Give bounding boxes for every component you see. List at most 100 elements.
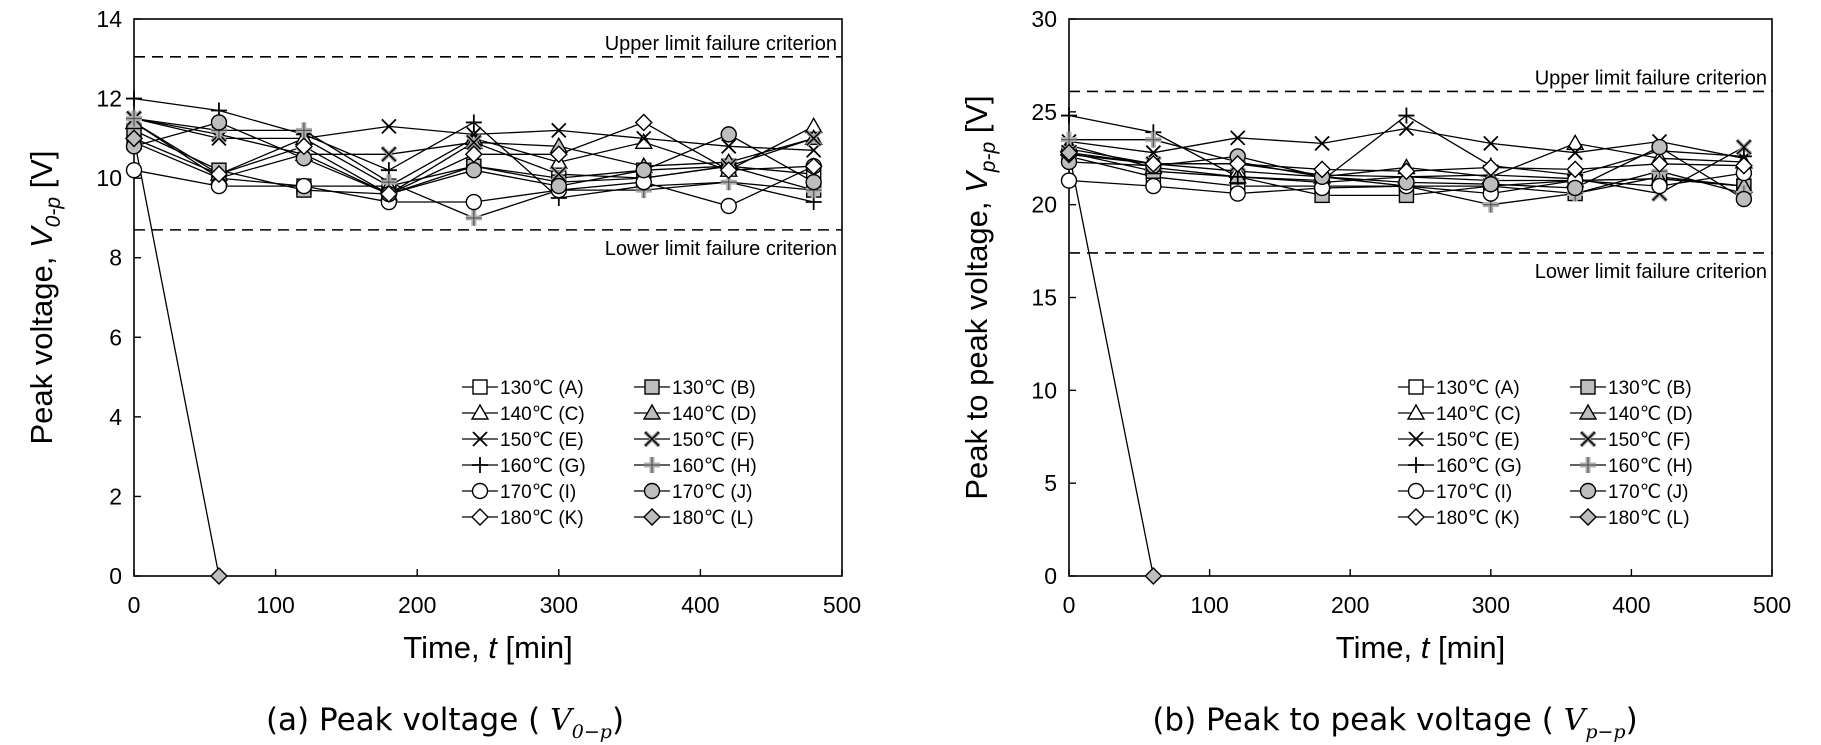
x-axis-label-unit: [min] [497, 630, 573, 665]
y-axis-label-text: Peak voltage, [24, 248, 59, 444]
data-point [549, 145, 568, 164]
data-point [1736, 139, 1752, 155]
data-point [1228, 154, 1247, 173]
series-line [1068, 152, 1155, 577]
y-axis-label-unit: [V] [24, 150, 59, 197]
y-axis-label-unit: [V] [959, 95, 994, 142]
x-axis-label-symbol: t [1421, 630, 1431, 665]
data-point [1482, 176, 1500, 193]
data-point [804, 157, 823, 176]
legend-entry: 170℃ (J) [1608, 482, 1688, 503]
data-point [295, 122, 312, 139]
legend-entry: 150℃ (E) [500, 430, 584, 451]
legend-marker [1580, 431, 1596, 447]
data-point [636, 130, 652, 146]
data-point [551, 166, 567, 182]
caption-symbol: V [1564, 703, 1589, 738]
criterion-label: Lower limit failure criterion [605, 238, 837, 260]
caption: (b) Peak to peak voltage ( Vp−p) [1152, 702, 1637, 743]
legend-marker [1407, 482, 1425, 500]
legend-entry: 130℃ (A) [1436, 378, 1520, 399]
y-axis-label-text: Peak to peak voltage, [959, 193, 994, 500]
series-line [1068, 127, 1745, 159]
legend-entry: 170℃ (I) [500, 482, 576, 503]
criterion-label: Upper limit failure criterion [605, 33, 837, 55]
data-point [1567, 145, 1583, 161]
legend-entry: 150℃ (F) [1608, 430, 1691, 451]
plot-frame [133, 18, 843, 577]
x-tick-label: 500 [1753, 592, 1791, 618]
x-tick-label: 100 [256, 592, 294, 618]
data-point [805, 173, 822, 191]
data-point [1483, 135, 1499, 152]
data-point [381, 118, 397, 135]
data-point [1735, 190, 1753, 208]
legend-marker [1580, 379, 1596, 395]
data-point [1060, 143, 1078, 162]
x-axis-label: Time, t [min] [1336, 630, 1505, 665]
data-point [1144, 154, 1163, 173]
x-tick-label: 300 [1472, 592, 1510, 618]
legend-entry: 180℃ (K) [500, 508, 584, 529]
legend-entry: 130℃ (B) [1608, 378, 1692, 399]
data-point [1145, 131, 1162, 148]
x-axis-label-symbol: t [488, 630, 498, 665]
data-point [1397, 162, 1416, 181]
y-axis-label: Peak voltage, V0-p [V] [24, 150, 65, 444]
data-point [1481, 158, 1500, 177]
y-tick-label: 5 [1044, 470, 1057, 496]
caption-text: (b) Peak to peak voltage ( [1152, 702, 1563, 738]
data-point [209, 165, 228, 184]
legend-marker [1406, 403, 1426, 420]
data-point [721, 138, 737, 154]
data-point [466, 134, 482, 150]
data-point [1398, 107, 1415, 124]
legend-entry: 140℃ (C) [1436, 404, 1521, 425]
data-point [379, 185, 398, 204]
data-point [1398, 120, 1415, 137]
legend-marker [471, 482, 489, 500]
data-point [381, 146, 397, 162]
y-tick-label: 20 [1031, 192, 1057, 218]
x-tick-label: 200 [398, 592, 436, 618]
caption: (a) Peak voltage ( V0−p) [266, 702, 624, 743]
chart-panel-a: 0 2 4 6 8 10 12 14 0 100 200 300 400 500 Upper limit f… [24, 6, 861, 743]
y-tick-label: 25 [1031, 99, 1057, 125]
criterion-label: Lower limit failure criterion [1535, 261, 1767, 283]
x-tick-label: 400 [1612, 592, 1650, 618]
y-axis-label-subscript: p-p [977, 142, 1000, 173]
legend-marker [1408, 379, 1424, 395]
caption-symbol: V [550, 703, 575, 738]
x-axis-label-unit: [min] [1429, 630, 1505, 665]
legend-entry: 140℃ (D) [1608, 404, 1693, 425]
y-axis-label: Peak to peak voltage, Vp-p [V] [959, 95, 1000, 499]
data-point [465, 114, 482, 131]
legend: 130℃ (A) 130℃ (B) 140℃ (C) 140℃ (D) 150℃ (E)… [462, 378, 757, 529]
legend-marker [644, 379, 660, 395]
legend-marker [471, 508, 489, 526]
legend-entry: 180℃ (K) [1436, 508, 1520, 529]
legend-marker [643, 508, 661, 526]
y-tick-label: 4 [109, 404, 122, 430]
legend-entry: 140℃ (C) [500, 404, 585, 425]
data-point [125, 129, 143, 148]
y-axis-label-symbol: V [959, 169, 994, 193]
legend-marker [643, 482, 661, 500]
caption-close: ) [612, 702, 624, 738]
data-point [295, 177, 313, 195]
legend-marker [644, 431, 660, 447]
data-point [465, 161, 483, 179]
legend-marker [1578, 403, 1598, 420]
data-point [294, 137, 313, 156]
data-point [719, 161, 738, 180]
legend-marker [642, 403, 662, 420]
series-line [133, 138, 220, 577]
legend-marker [1580, 457, 1596, 473]
data-point [551, 122, 567, 139]
x-tick-label: 100 [1190, 592, 1228, 618]
y-tick-label: 6 [109, 324, 122, 350]
legend-marker [1408, 431, 1424, 447]
legend-entry: 160℃ (H) [1608, 456, 1693, 477]
